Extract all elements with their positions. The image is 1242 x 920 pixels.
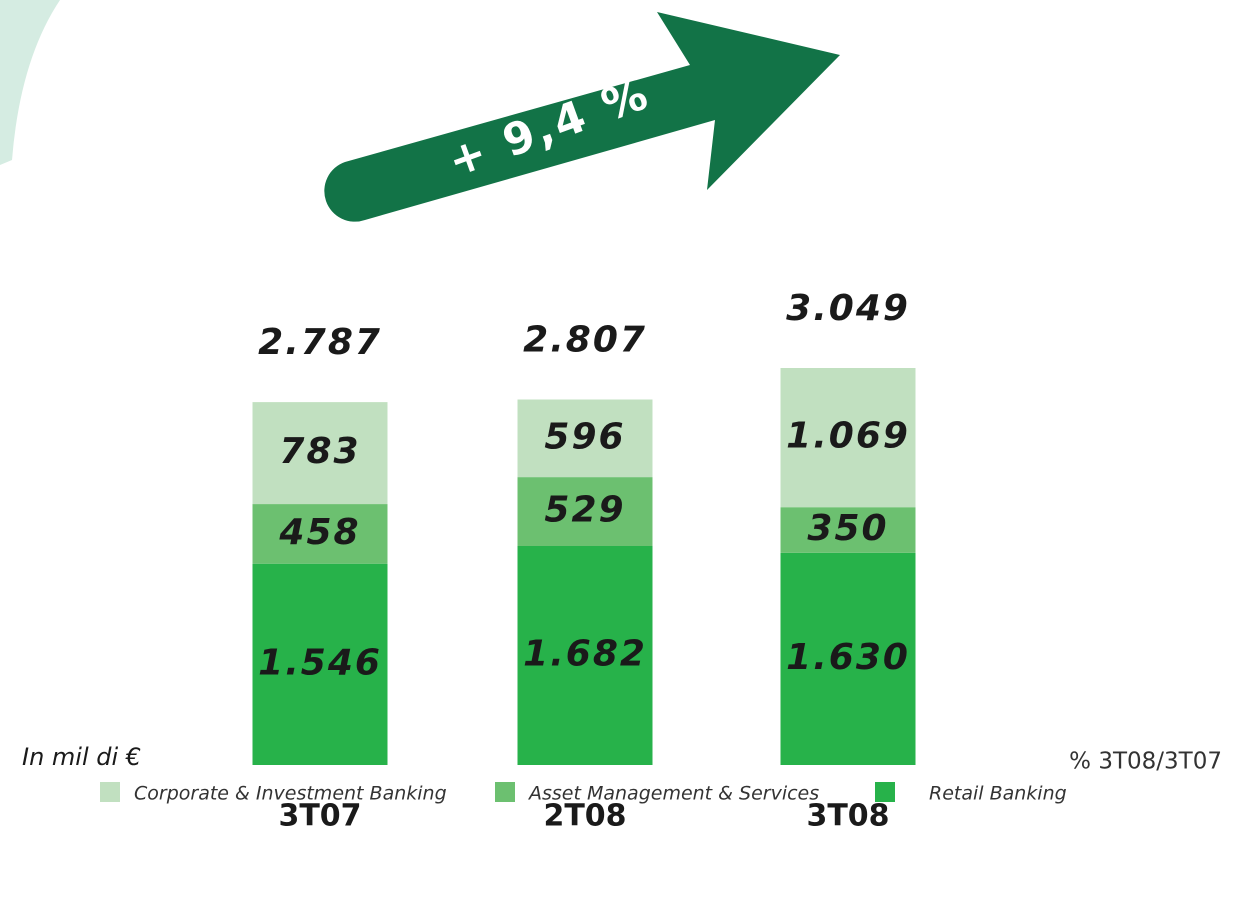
value-label: 596: [544, 416, 625, 457]
bar-segment: [252, 402, 388, 505]
decoration: [0, 0, 60, 165]
value-label: 783: [279, 431, 360, 472]
change-note: % 3T08/3T07: [1069, 749, 1222, 775]
bar-segment: [517, 477, 653, 546]
x-tick-label: 3T08: [806, 799, 889, 834]
legend-swatch: [100, 782, 120, 802]
bar-segment: [517, 545, 653, 765]
growth-arrow: [324, 12, 840, 222]
bar-segment: [517, 399, 653, 478]
bar-segment: [780, 368, 916, 508]
total-label: 2.807: [523, 320, 647, 361]
value-label: 350: [807, 508, 888, 549]
value-label: 458: [278, 512, 360, 553]
legend-swatch: [875, 782, 895, 802]
x-tick-label: 2T08: [543, 799, 626, 834]
unit-note: In mil di €: [22, 743, 141, 771]
value-label: 1.546: [258, 642, 382, 683]
total-label: 2.787: [258, 322, 382, 363]
value-label: 1.069: [786, 416, 910, 457]
legend-label: Asset Management & Services: [527, 783, 819, 805]
bar-segment: [252, 563, 388, 765]
value-label: 529: [544, 490, 625, 531]
legend-label: Corporate & Investment Banking: [134, 783, 447, 805]
total-label: 3.049: [786, 288, 910, 329]
bar-segment: [780, 507, 916, 553]
bar-segment: [780, 552, 916, 765]
legend-label: Retail Banking: [929, 783, 1067, 805]
x-tick-label: 3T07: [278, 799, 361, 834]
value-label: 1.682: [523, 633, 647, 674]
value-label: 1.630: [786, 637, 910, 678]
legend-swatch: [495, 782, 515, 802]
bar-segment: [252, 504, 388, 564]
